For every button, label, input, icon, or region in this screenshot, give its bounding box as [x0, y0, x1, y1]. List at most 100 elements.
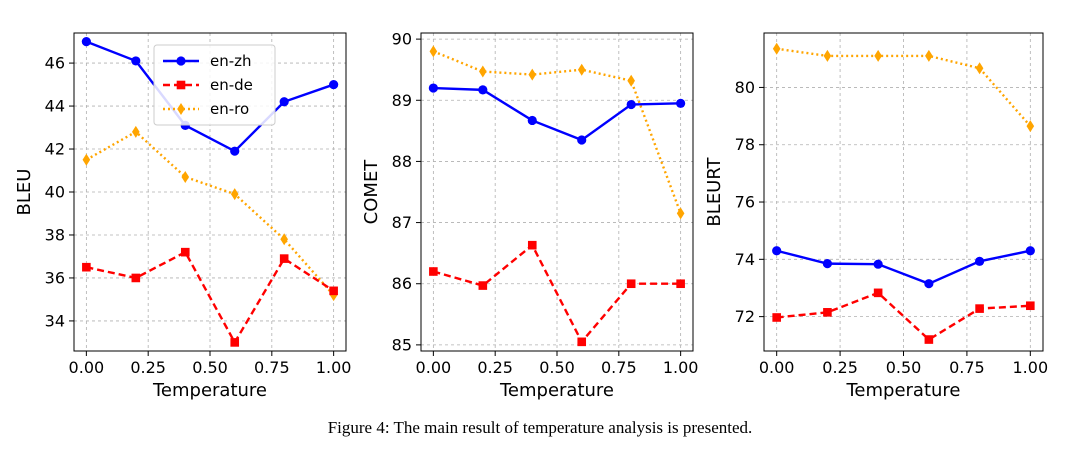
data-point-en-de: [772, 313, 781, 322]
data-point-en-de: [924, 335, 934, 344]
y-axis-label: COMET: [361, 159, 382, 225]
data-point-en-ro: [528, 68, 537, 81]
x-tick-label: 0.75: [949, 358, 985, 377]
data-point-en-zh: [131, 56, 141, 66]
legend-box: [153, 44, 276, 126]
y-tick-label: 38: [45, 225, 65, 244]
x-axis-label: Temperature: [152, 380, 267, 401]
x-tick-label: 1.00: [316, 358, 352, 377]
data-point-en-ro: [479, 65, 487, 78]
data-point-en-zh: [279, 97, 289, 107]
data-point-en-zh: [676, 98, 686, 108]
data-point-en-zh: [577, 135, 587, 145]
data-point-en-zh: [527, 115, 537, 126]
x-tick-label: 0.00: [69, 358, 105, 377]
y-tick-label: 36: [45, 268, 65, 287]
data-point-en-zh: [329, 79, 339, 90]
data-point-en-zh: [974, 256, 985, 266]
data-point-en-ro: [429, 45, 438, 58]
data-point-en-ro: [676, 207, 685, 220]
y-axis-label: BLEU: [14, 169, 35, 216]
x-tick-label: 0.75: [254, 358, 290, 377]
legend: en-zh en-de en-ro: [153, 44, 276, 126]
data-point-en-de: [873, 288, 883, 298]
x-axis-label: Temperature: [499, 380, 614, 401]
y-tick-label: 46: [45, 54, 65, 73]
y-tick-label: 42: [45, 140, 65, 159]
series-line-en-ro: [432, 50, 682, 214]
chart-panel-2: 0.00 0.25 0.50 0.75 1.00 85 86 87 88 89 90 Temperat…: [361, 30, 698, 401]
data-point-en-ro: [975, 62, 984, 75]
y-tick-label: 80: [735, 78, 755, 97]
series-line-en-de: [776, 291, 1031, 342]
x-tick-label: 0.00: [759, 358, 795, 377]
y-tick-label: 44: [45, 97, 65, 116]
data-point-en-zh: [772, 246, 782, 256]
y-tick-label: 72: [735, 307, 755, 326]
data-point-en-ro: [925, 49, 933, 62]
y-tick-label: 78: [735, 135, 755, 154]
chart-panel-1: 0.00 0.25 0.50 0.75 1.00 34 36 38 40 42 44 46 Temper…: [14, 32, 352, 401]
data-point-en-de: [577, 337, 587, 347]
series-line-en-de: [433, 243, 681, 344]
data-point-en-ro: [772, 42, 781, 55]
data-point-en-de: [329, 286, 338, 296]
data-point-en-de: [1026, 301, 1035, 311]
x-tick-label: 0.75: [601, 358, 637, 377]
x-tick-label: 0.25: [130, 358, 166, 377]
x-tick-label: 1.00: [1013, 358, 1049, 377]
y-tick-label: 88: [392, 152, 412, 171]
data-point-en-ro: [280, 233, 288, 246]
series-line-en-ro: [85, 130, 335, 296]
legend-label-en-zh: en-zh: [210, 52, 252, 70]
data-point-en-zh: [478, 85, 488, 95]
data-point-en-zh: [626, 99, 636, 110]
data-point-en-de: [975, 304, 984, 313]
data-point-en-zh: [873, 259, 883, 269]
data-point-en-zh: [822, 259, 833, 269]
series-line-en-zh: [433, 86, 681, 142]
x-tick-label: 0.25: [477, 358, 513, 377]
y-tick-label: 86: [392, 274, 412, 293]
legend-marker-en-ro: [177, 103, 185, 115]
x-tick-label: 0.00: [416, 358, 452, 377]
x-tick-label: 0.50: [886, 358, 922, 377]
y-tick-label: 34: [45, 311, 65, 330]
series-line-en-zh: [85, 40, 335, 153]
data-point-en-de: [676, 279, 685, 289]
chart-panel-3: 0.00 0.25 0.50 0.75 1.00 72 74 76 78 80 Temperatur…: [704, 32, 1049, 401]
data-point-en-ro: [230, 188, 239, 201]
figure-caption: Figure 4: The main result of temperature…: [328, 418, 753, 437]
x-tick-label: 1.00: [663, 358, 699, 377]
x-tick-label: 0.25: [822, 358, 858, 377]
y-tick-label: 74: [735, 250, 755, 269]
y-tick-label: 87: [392, 213, 412, 232]
data-point-en-de: [429, 267, 438, 276]
y-tick-label: 85: [392, 335, 412, 354]
data-point-en-de: [527, 240, 537, 250]
data-point-en-de: [279, 254, 289, 263]
data-point-en-ro: [874, 49, 882, 62]
x-tick-label: 0.50: [192, 358, 228, 377]
data-point-en-de: [478, 281, 488, 290]
data-point-en-ro: [82, 153, 91, 166]
data-point-en-de: [626, 279, 636, 289]
data-point-en-zh: [924, 279, 934, 289]
data-point-en-de: [131, 273, 141, 283]
data-point-en-ro: [823, 49, 832, 62]
legend-label-en-de: en-de: [210, 76, 253, 94]
data-point-en-de: [180, 247, 190, 257]
data-point-en-zh: [428, 83, 438, 93]
x-tick-label: 0.50: [539, 358, 575, 377]
data-point-en-ro: [1026, 120, 1035, 133]
data-point-en-ro: [132, 125, 140, 138]
x-axis-label: Temperature: [845, 380, 960, 401]
series-line-en-zh: [776, 249, 1031, 285]
series-line-en-de: [86, 250, 335, 345]
data-point-en-ro: [577, 63, 586, 76]
legend-label-en-ro: en-ro: [210, 100, 249, 118]
y-tick-label: 76: [735, 193, 755, 212]
data-point-en-zh: [230, 146, 240, 156]
data-point-en-ro: [627, 74, 635, 87]
